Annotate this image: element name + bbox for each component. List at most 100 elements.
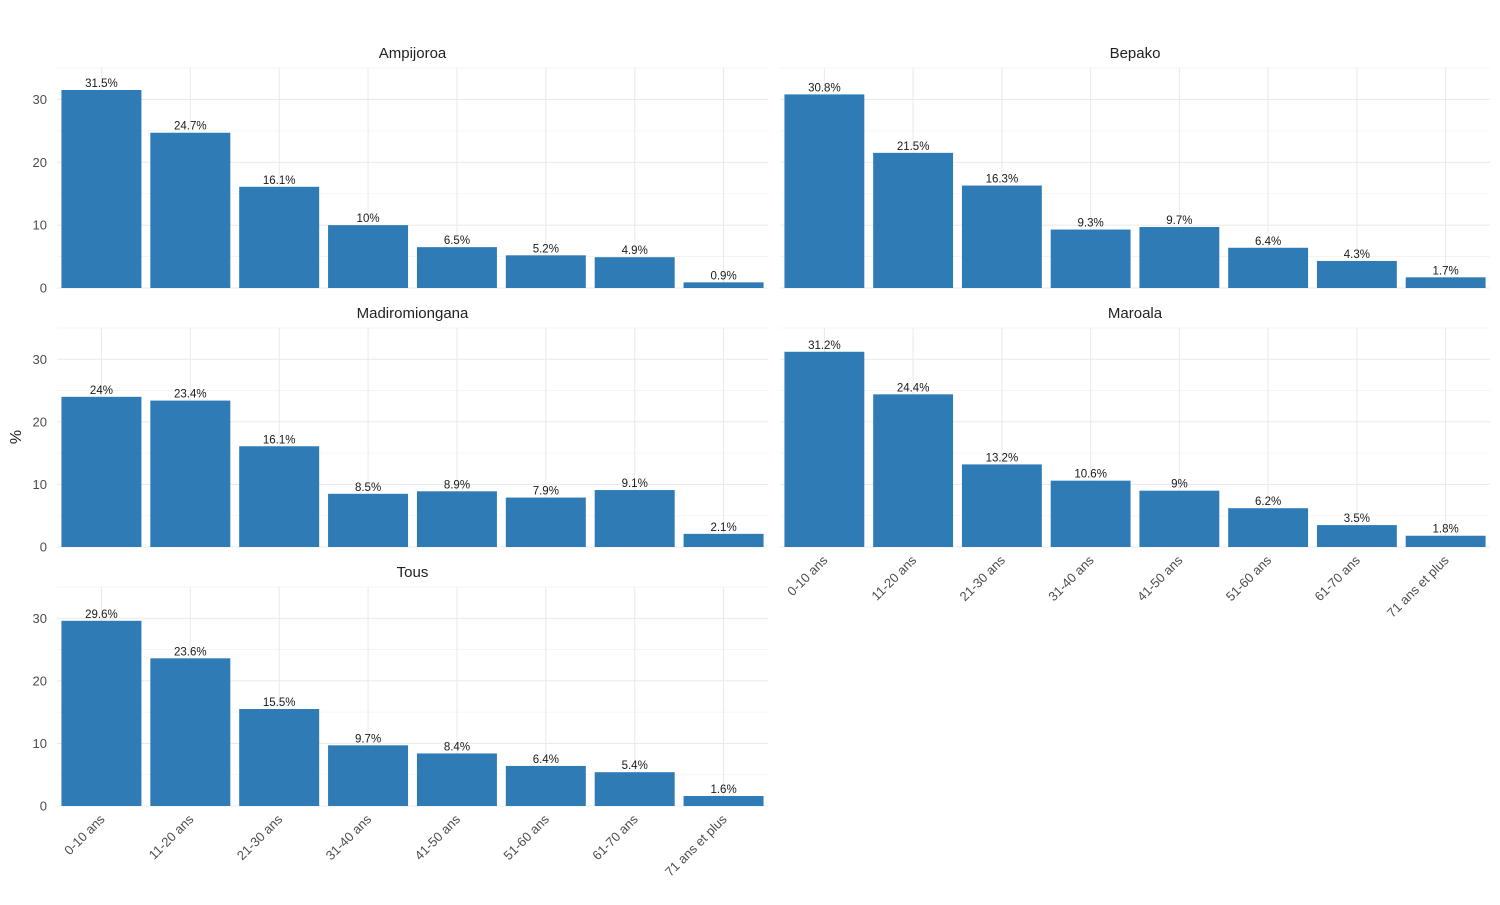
bar	[239, 446, 320, 547]
x-tick-label: 21-30 ans	[956, 552, 1008, 604]
bar	[416, 491, 497, 547]
bar-value-label: 5.4%	[622, 760, 648, 772]
bar-value-label: 9%	[1171, 479, 1188, 491]
bar-value-label: 6.2%	[1255, 496, 1281, 508]
y-tick-label: 10	[33, 218, 47, 233]
y-tick-label: 30	[33, 352, 47, 367]
bar	[873, 394, 954, 547]
x-tick-label: 61-70 ans	[1311, 552, 1363, 604]
y-tick-label: 20	[33, 673, 47, 688]
bar-value-label: 1.8%	[1433, 524, 1459, 536]
bar-value-label: 9.3%	[1078, 218, 1104, 230]
x-tick-label: 0-10 ans	[784, 552, 831, 599]
bar-value-label: 6.5%	[444, 235, 470, 247]
bar	[328, 745, 409, 806]
bar-value-label: 23.4%	[174, 389, 207, 401]
bar-value-label: 1.7%	[1433, 265, 1459, 277]
bar-value-label: 9.7%	[1166, 215, 1192, 227]
bar-value-label: 24.7%	[174, 121, 207, 133]
bar	[505, 255, 586, 288]
bar-value-label: 24%	[90, 385, 113, 397]
bar	[873, 152, 954, 288]
bar	[1228, 247, 1309, 288]
x-tick-label: 11-20 ans	[868, 552, 919, 603]
bar	[1405, 535, 1486, 547]
x-tick-label: 41-50 ans	[1134, 552, 1186, 604]
bar	[1050, 480, 1131, 547]
bar-value-label: 2.1%	[710, 522, 736, 534]
x-tick-label: 71 ans et plus	[662, 811, 730, 879]
x-tick-label: 21-30 ans	[234, 811, 286, 863]
y-tick-label: 0	[40, 281, 47, 296]
bar-value-label: 4.3%	[1344, 249, 1370, 261]
bar	[61, 90, 142, 288]
bar-value-label: 6.4%	[1255, 236, 1281, 248]
x-tick-label: 31-40 ans	[323, 811, 375, 863]
panel-title: Bepako	[1110, 45, 1161, 62]
panel-title: Maroala	[1108, 305, 1163, 322]
bar	[239, 709, 320, 806]
bar-value-label: 8.4%	[444, 741, 470, 753]
bar-value-label: 1.6%	[710, 784, 736, 796]
bar-value-label: 16.1%	[263, 434, 296, 446]
bar-value-label: 9.1%	[622, 478, 648, 490]
bar	[594, 257, 675, 288]
bar-value-label: 8.5%	[355, 482, 381, 494]
bar	[961, 185, 1042, 288]
x-tick-label: 61-70 ans	[589, 811, 641, 863]
bar	[683, 533, 764, 547]
bar-value-label: 30.8%	[808, 82, 841, 94]
bar-value-label: 23.6%	[174, 646, 207, 658]
bar-value-label: 10%	[357, 213, 380, 225]
y-tick-label: 10	[33, 736, 47, 751]
x-tick-label: 0-10 ans	[61, 811, 108, 858]
panel-title: Tous	[397, 564, 429, 581]
bar	[328, 225, 409, 288]
bar	[1050, 229, 1131, 288]
y-tick-label: 20	[33, 414, 47, 429]
bar-value-label: 31.2%	[808, 340, 841, 352]
bar	[239, 186, 320, 288]
y-tick-label: 0	[40, 540, 47, 555]
bar-value-label: 16.1%	[263, 175, 296, 187]
bar	[594, 490, 675, 547]
bar	[150, 658, 231, 806]
bar	[1139, 490, 1220, 547]
bar-value-label: 5.2%	[533, 243, 559, 255]
y-tick-label: 30	[33, 92, 47, 107]
bar-value-label: 4.9%	[622, 245, 648, 257]
bar	[1139, 227, 1220, 288]
bar	[328, 493, 409, 547]
bar	[61, 396, 142, 547]
bar	[150, 400, 231, 547]
bar	[1316, 260, 1397, 288]
bar	[1316, 525, 1397, 547]
y-tick-label: 10	[33, 477, 47, 492]
y-tick-label: 0	[40, 799, 47, 814]
bar-value-label: 6.4%	[533, 754, 559, 766]
x-tick-label: 71 ans et plus	[1384, 552, 1452, 620]
bar-value-label: 0.9%	[710, 270, 736, 282]
bar	[784, 351, 865, 547]
y-axis-title: %	[8, 430, 25, 444]
bar-value-label: 13.2%	[986, 452, 1019, 464]
bar-value-label: 29.6%	[85, 609, 118, 621]
bar	[505, 497, 586, 547]
bar-value-label: 3.5%	[1344, 513, 1370, 525]
panel-title: Ampijoroa	[379, 45, 447, 62]
bar	[961, 464, 1042, 547]
bar	[505, 765, 586, 806]
bar	[784, 94, 865, 289]
x-tick-label: 41-50 ans	[412, 811, 464, 863]
bar	[594, 772, 675, 806]
bar-value-label: 9.7%	[355, 733, 381, 745]
bar-value-label: 15.5%	[263, 697, 296, 709]
bar-value-label: 7.9%	[533, 486, 559, 498]
bar	[416, 247, 497, 288]
panel-title: Madiromiongana	[357, 305, 469, 322]
bar	[1405, 277, 1486, 288]
bar-value-label: 21.5%	[897, 141, 930, 153]
bar-value-label: 10.6%	[1074, 469, 1107, 481]
